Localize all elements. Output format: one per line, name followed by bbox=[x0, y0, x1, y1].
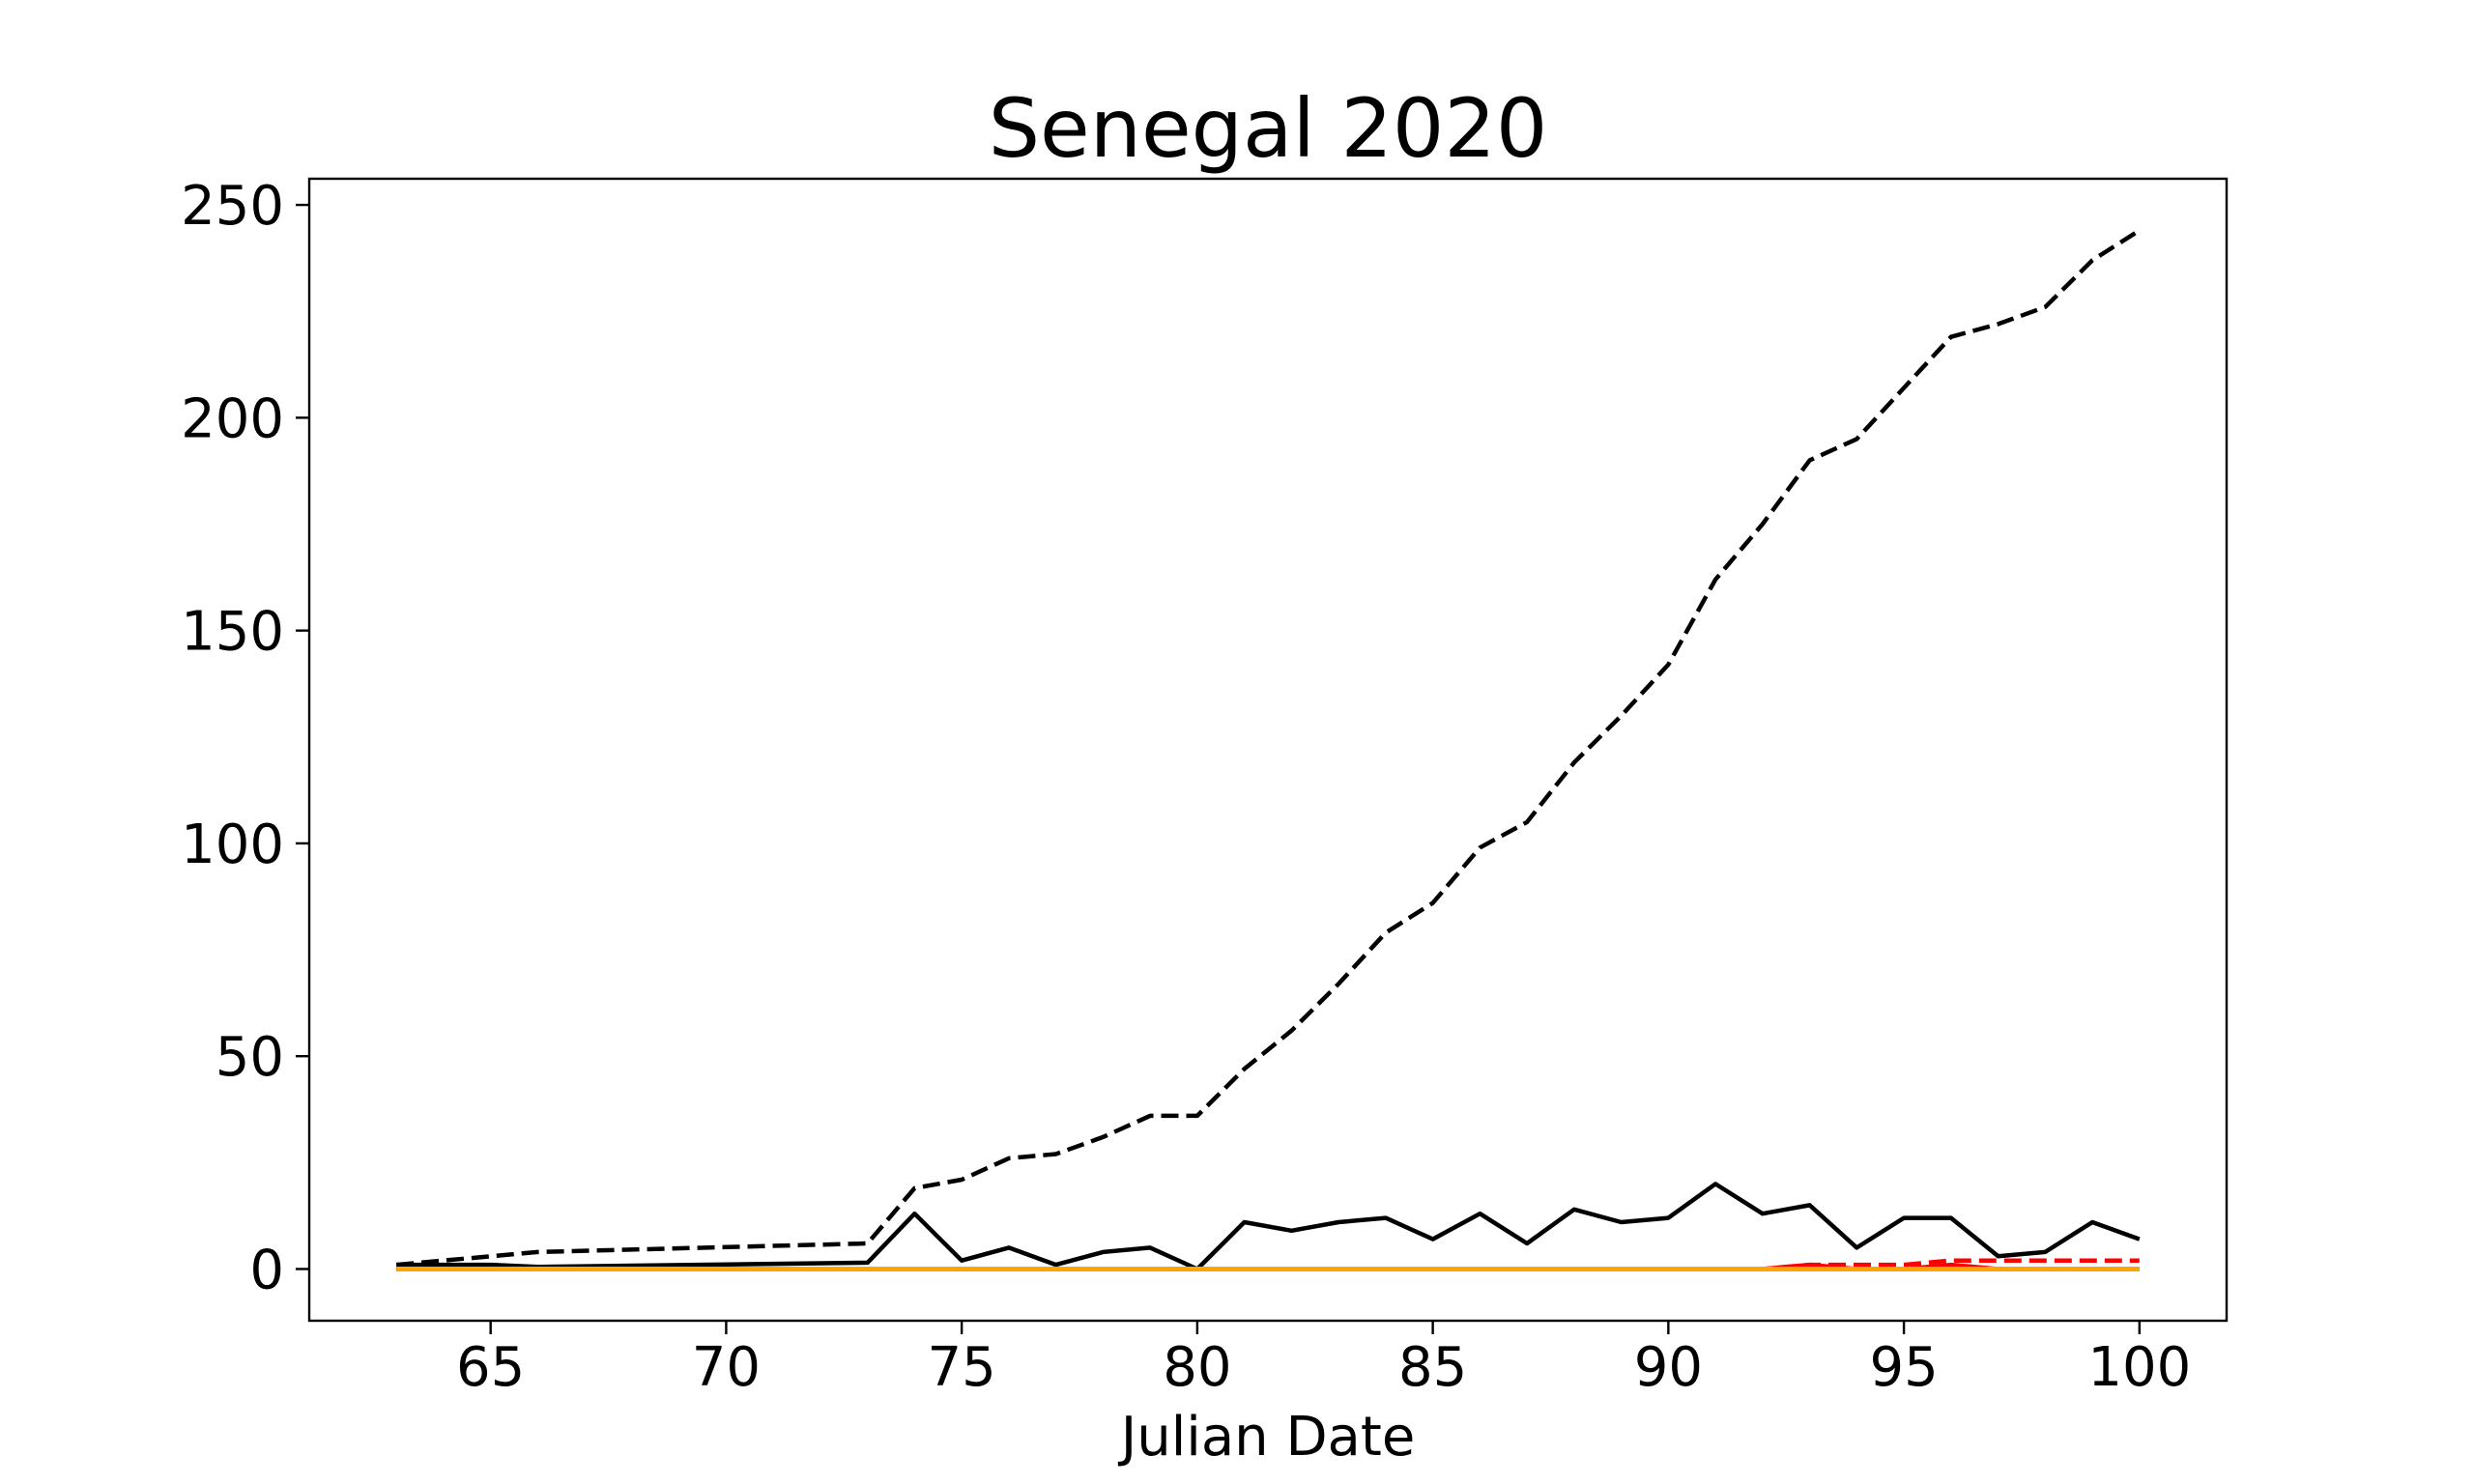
x-tick-label: 65 bbox=[456, 1336, 525, 1399]
x-axis-label: Julian Date bbox=[1118, 1406, 1416, 1469]
x-tick-label: 90 bbox=[1634, 1336, 1703, 1399]
y-tick-label: 100 bbox=[181, 813, 284, 876]
x-tick-label: 75 bbox=[928, 1336, 996, 1399]
series-line-1 bbox=[396, 1182, 2141, 1271]
y-axis: 0 50 100 150 200 250 bbox=[181, 175, 309, 1301]
y-tick-label: 200 bbox=[181, 387, 284, 450]
x-axis: 65 70 75 80 85 90 95 100 bbox=[456, 1321, 2191, 1399]
x-tick-label: 85 bbox=[1398, 1336, 1467, 1399]
y-tick-label: 250 bbox=[181, 175, 284, 238]
chart-title: Senegal 2020 bbox=[989, 81, 1548, 176]
x-tick-label: 95 bbox=[1869, 1336, 1938, 1399]
series-layer bbox=[395, 228, 2142, 1271]
x-tick-label: 70 bbox=[692, 1336, 761, 1399]
y-tick-label: 50 bbox=[216, 1026, 284, 1089]
plot-area bbox=[309, 179, 2227, 1321]
plot-frame bbox=[307, 177, 2229, 1323]
y-tick-label: 150 bbox=[181, 601, 284, 664]
series-line-0 bbox=[395, 228, 2142, 1268]
y-tick-label: 0 bbox=[249, 1239, 284, 1301]
x-tick-label: 80 bbox=[1163, 1336, 1231, 1399]
x-tick-label: 100 bbox=[2087, 1336, 2191, 1399]
